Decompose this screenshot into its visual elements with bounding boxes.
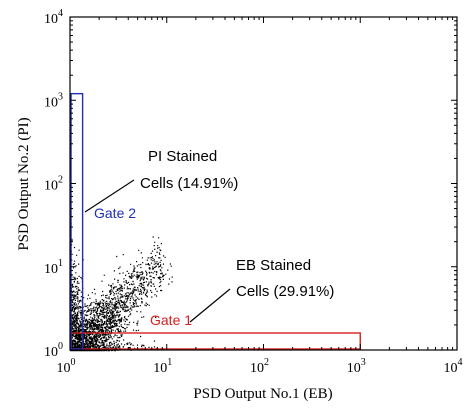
gate-2-label: Gate 2	[94, 205, 136, 221]
pi-annotation-line-2: Cells (14.91%)	[140, 175, 238, 192]
y-axis-label: PSD Output No.2 (PI)	[16, 117, 32, 250]
y-tick-label: 100	[44, 341, 63, 360]
data-points	[70, 223, 173, 352]
gates	[70, 92, 361, 350]
axis-ticks	[69, 17, 457, 351]
y-tick-label: 101	[44, 258, 63, 277]
x-tick-label: 100	[57, 357, 76, 376]
x-tick-label: 102	[250, 357, 269, 376]
eb-annotation-line-2: Cells (29.91%)	[236, 283, 334, 300]
x-tick-label: 101	[153, 357, 172, 376]
pi-annotation-pointer	[84, 179, 135, 213]
eb-annotation-pointer	[189, 288, 231, 323]
pi-annotation-line-1: PI Stained	[148, 148, 217, 165]
gate-1-label: Gate 1	[150, 312, 192, 328]
y-tick-label: 103	[44, 91, 63, 110]
point-cloud	[70, 223, 173, 352]
tick-labels: 100 101 102 103 104 100 101 102 103 104	[44, 8, 463, 376]
x-tick-label: 104	[444, 357, 463, 376]
y-tick-label: 102	[44, 175, 63, 194]
x-axis-label: PSD Output No.1 (EB)	[193, 386, 332, 402]
y-tick-label: 104	[44, 8, 63, 27]
gate-2-rect	[70, 92, 84, 350]
x-tick-label: 103	[347, 357, 366, 376]
eb-annotation-line-1: EB Stained	[236, 257, 311, 274]
